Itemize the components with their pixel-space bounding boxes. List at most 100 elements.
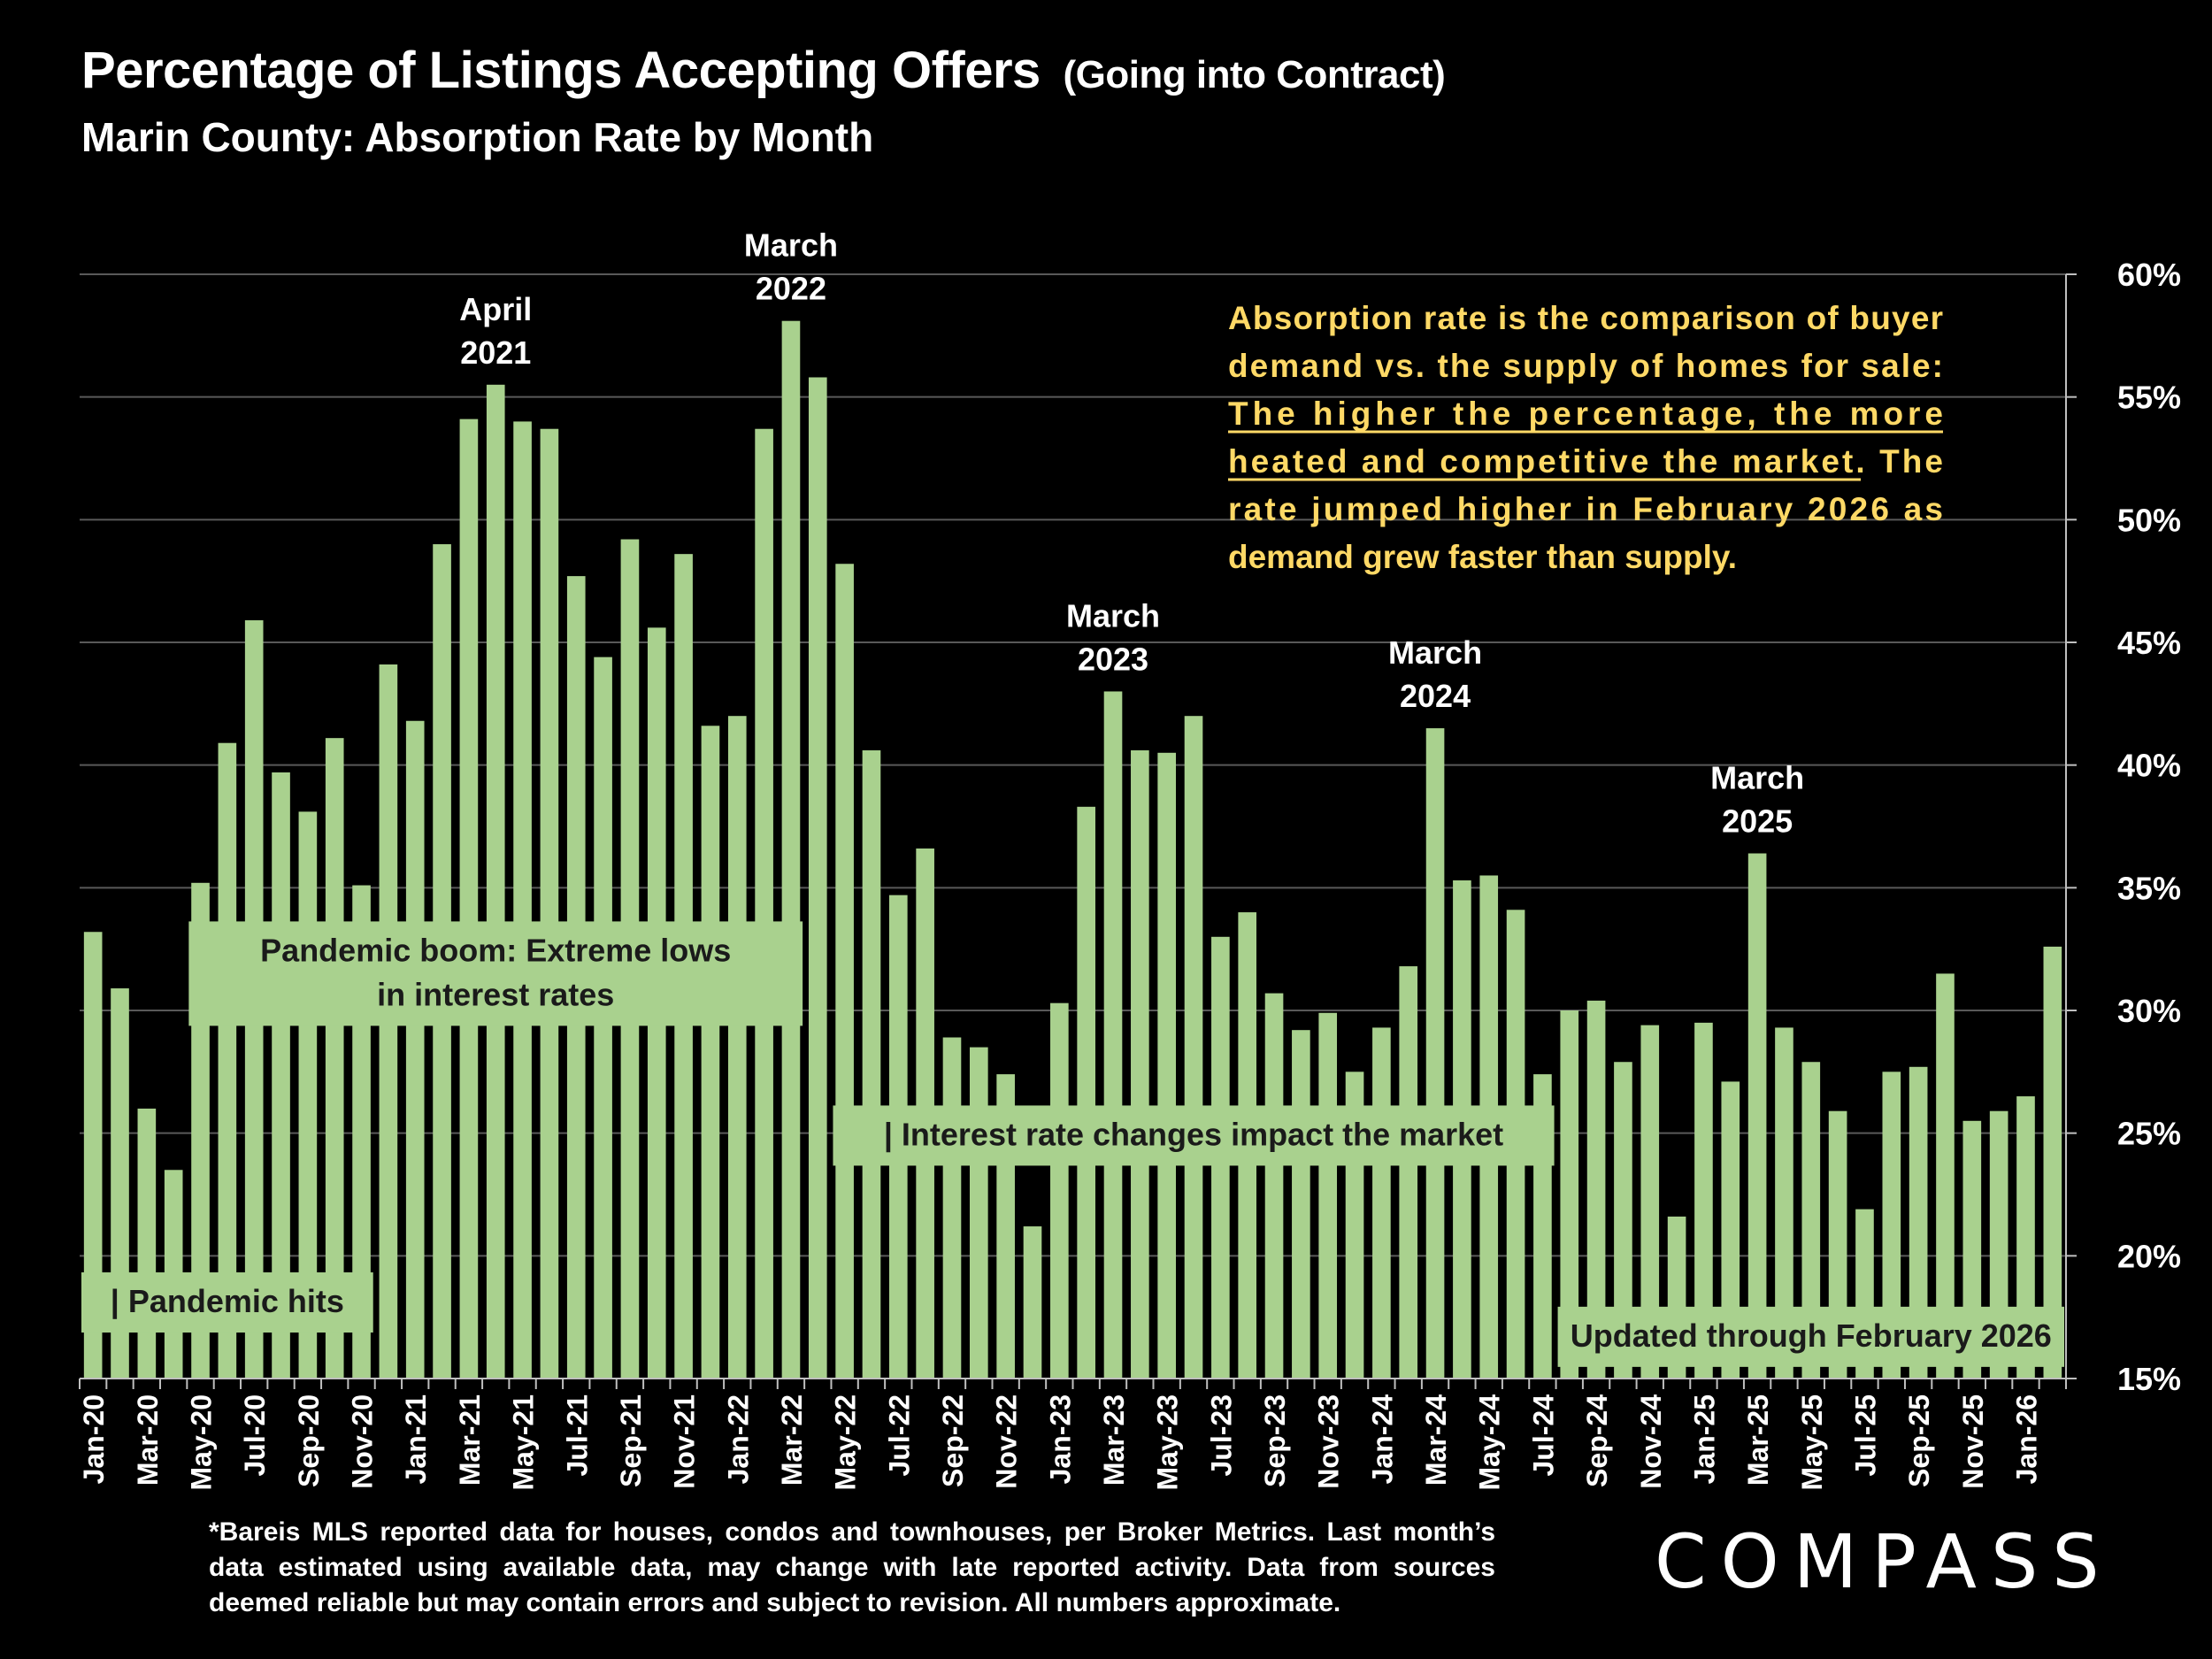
bar <box>755 428 773 1379</box>
peak-label: 2025 <box>1722 803 1793 840</box>
callout-line: rate jumped higher in February 2026 as <box>1228 491 1943 527</box>
y-tick-label: 45% <box>2117 625 2181 661</box>
chart-title: Percentage of Listings Accepting Offers … <box>81 41 1446 100</box>
x-tick-label: Nov-22 <box>991 1394 1023 1489</box>
bar <box>1399 966 1418 1379</box>
annotation-box <box>81 1272 373 1333</box>
bar <box>1372 1027 1391 1379</box>
x-tick-label: Nov-20 <box>347 1394 379 1489</box>
bar <box>970 1047 988 1379</box>
x-tick-label: Mar-20 <box>132 1394 164 1486</box>
peak-label: 2023 <box>1078 641 1148 677</box>
annotations: | Pandemic hits Pandemic boom: Extreme lo… <box>81 921 2064 1367</box>
bar <box>1694 1022 1713 1379</box>
bar <box>218 742 237 1379</box>
callout-line: Absorption rate is the comparison of buy… <box>1228 300 1943 336</box>
footnote: *Bareis MLS reported data for houses, co… <box>209 1517 1495 1617</box>
bar <box>1640 1025 1660 1379</box>
bar <box>325 738 344 1379</box>
bar <box>1023 1226 1042 1379</box>
x-tick-label: Jul-22 <box>883 1394 915 1476</box>
x-tick-label: May-24 <box>1474 1394 1506 1491</box>
bar <box>1292 1030 1310 1379</box>
x-tick-label: Nov-25 <box>1957 1394 1989 1489</box>
y-tick-label: 50% <box>2117 502 2181 538</box>
x-tick-label: Sep-20 <box>293 1394 325 1487</box>
x-tick-label: Mar-24 <box>1420 1394 1452 1486</box>
peak-label: March <box>744 227 838 264</box>
bar <box>1560 1010 1579 1379</box>
annotation-text: Pandemic boom: Extreme lows <box>260 932 731 968</box>
annotation-text: | Pandemic hits <box>111 1283 344 1320</box>
x-tick-label: Jan-23 <box>1044 1394 1076 1484</box>
y-tick-label: 15% <box>2117 1361 2181 1397</box>
x-tick-label: Jul-24 <box>1527 1394 1559 1477</box>
bar <box>1103 691 1123 1379</box>
x-tick-label: May-23 <box>1152 1394 1184 1491</box>
x-tick-label: Sep-22 <box>937 1394 969 1487</box>
x-tick-label: Mar-23 <box>1098 1394 1130 1486</box>
callout-line: demand vs. the supply of homes for sale: <box>1228 348 1943 384</box>
annotation-box <box>1557 1306 2064 1367</box>
callout: Absorption rate is the comparison of buy… <box>1228 300 1943 575</box>
annotation-text: in interest rates <box>377 976 614 1012</box>
x-tick-label: Jul-20 <box>239 1394 271 1476</box>
bar <box>405 720 425 1379</box>
bar <box>1775 1027 1793 1379</box>
bar <box>1882 1071 1901 1379</box>
bar <box>540 428 559 1379</box>
bar <box>1264 993 1284 1379</box>
bar <box>1131 750 1149 1379</box>
x-tick-label: Mar-25 <box>1742 1394 1774 1486</box>
bar <box>1909 1066 1928 1379</box>
bar <box>781 320 801 1379</box>
chart-title-paren: (Going into Contract) <box>1063 53 1446 96</box>
x-tick-label: Sep-24 <box>1581 1394 1613 1487</box>
bar <box>137 1108 157 1379</box>
x-tick-label: Nov-23 <box>1313 1394 1345 1489</box>
x-tick-label: Jul-23 <box>1205 1394 1237 1476</box>
bar <box>808 377 827 1379</box>
chart-subtitle: Marin County: Absorption Rate by Month <box>81 114 874 160</box>
bar <box>1586 1000 1606 1379</box>
chart-title-main: Percentage of Listings Accepting Offers <box>81 42 1041 99</box>
bar <box>2043 946 2062 1379</box>
y-tick-label: 35% <box>2117 870 2181 906</box>
x-tick-label: Jan-25 <box>1688 1394 1720 1484</box>
x-tick-label: Jul-25 <box>1849 1394 1881 1476</box>
bar <box>1425 728 1445 1379</box>
callout-line: demand grew faster than supply. <box>1228 539 1737 575</box>
peak-label: 2022 <box>756 271 826 307</box>
bar <box>701 726 720 1379</box>
bar <box>1077 806 1095 1379</box>
bar <box>1614 1062 1632 1379</box>
bar <box>459 419 479 1379</box>
peak-label: March <box>1710 760 1804 796</box>
bar <box>942 1037 962 1379</box>
bar <box>1801 1062 1821 1379</box>
peak-label: April <box>459 291 532 327</box>
peak-label: March <box>1066 597 1160 634</box>
compass-logo: COMPASS <box>1655 1518 2114 1605</box>
callout-line: The higher the percentage, the more <box>1228 396 1943 432</box>
x-tick-label: May-22 <box>830 1394 862 1491</box>
bar <box>1184 716 1203 1379</box>
axes: 15% 20% 25% 30% 35% 40% 45% 50% 55% 60% Jan-20 Mar-… <box>78 257 2181 1491</box>
x-tick-label: Jan-20 <box>78 1394 110 1484</box>
callout-line: heated and competitive the market. The <box>1228 443 1943 480</box>
bar <box>1050 1002 1069 1379</box>
bar <box>835 564 854 1379</box>
bar <box>727 716 747 1379</box>
annotation-text: Updated through February 2026 <box>1571 1317 2052 1354</box>
bar <box>1318 1012 1338 1379</box>
peak-label: March <box>1388 634 1482 671</box>
y-tick-label: 40% <box>2117 748 2181 784</box>
annotation-text: | Interest rate changes impact the marke… <box>884 1116 1503 1153</box>
x-tick-label: Jan-22 <box>722 1394 754 1484</box>
x-tick-label: Jul-21 <box>561 1394 593 1476</box>
y-tick-label: 20% <box>2117 1238 2181 1274</box>
bar <box>862 750 881 1379</box>
x-tick-label: Sep-25 <box>1903 1394 1935 1487</box>
peak-label: 2024 <box>1400 678 1471 714</box>
